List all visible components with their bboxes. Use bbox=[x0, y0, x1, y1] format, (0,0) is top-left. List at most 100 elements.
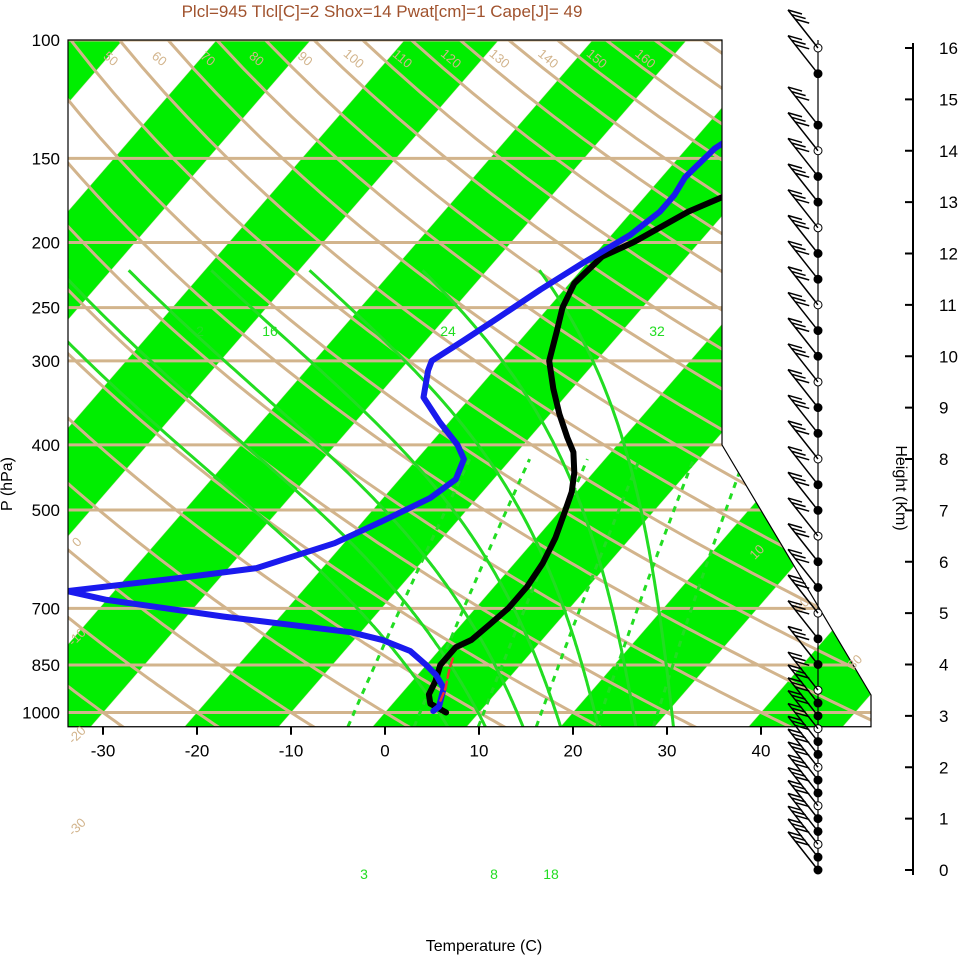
wind-barb-feather bbox=[791, 578, 806, 585]
wind-barb-feather bbox=[791, 810, 806, 816]
wind-barb-feather bbox=[794, 275, 810, 281]
height-tick-label: 0 bbox=[939, 861, 948, 880]
mixing-ratio-label: 24 bbox=[440, 323, 456, 339]
wind-barb bbox=[787, 189, 819, 229]
wind-barb bbox=[787, 497, 819, 537]
p-tick-label: 700 bbox=[32, 599, 60, 618]
wind-barb-feather bbox=[794, 223, 810, 230]
wind-barb-feather bbox=[791, 13, 806, 20]
isotherm-line bbox=[68, 40, 274, 727]
isotherm-line bbox=[642, 40, 871, 727]
x-tick-label: 0 bbox=[380, 742, 389, 761]
dry-adiabat bbox=[296, 40, 871, 727]
wind-barb bbox=[787, 471, 819, 511]
wind-barb bbox=[787, 767, 819, 807]
wind-barb-feather bbox=[791, 720, 806, 726]
mixing-ratio-line bbox=[534, 458, 641, 727]
p-tick-label: 300 bbox=[32, 352, 60, 371]
mixing-ratio-label: 32 bbox=[649, 323, 665, 339]
wind-barb-feather bbox=[787, 523, 803, 529]
wind-barb-feather bbox=[787, 548, 803, 555]
wind-barb-feather bbox=[787, 728, 803, 734]
wind-barb-feather bbox=[787, 368, 803, 375]
wind-barb-feather bbox=[787, 818, 803, 824]
wind-barb-feather bbox=[794, 776, 810, 782]
wind-barb-feather bbox=[787, 394, 803, 401]
wind-barb-feather bbox=[787, 792, 803, 799]
series-parcel-line bbox=[439, 656, 455, 702]
wind-barb-feather bbox=[794, 763, 810, 769]
wind-barb bbox=[787, 664, 819, 704]
wind-barb-feather bbox=[791, 219, 806, 225]
wind-barb-feather bbox=[794, 18, 810, 24]
height-tick-label: 15 bbox=[939, 90, 958, 109]
wind-barb-feather bbox=[794, 737, 810, 744]
x-tick-label: -10 bbox=[279, 742, 304, 761]
height-tick-label: 8 bbox=[939, 450, 948, 469]
dry-adiabat bbox=[68, 40, 819, 727]
x-tick-label: 30 bbox=[658, 742, 677, 761]
wind-barb bbox=[787, 35, 819, 75]
p-tick-label: 150 bbox=[32, 149, 60, 168]
wind-barb-feather bbox=[794, 480, 810, 487]
wind-barb bbox=[787, 86, 819, 126]
x-tick-label: -20 bbox=[185, 742, 210, 761]
series-dewpoint-line bbox=[68, 40, 871, 714]
wind-barb-feather bbox=[787, 266, 803, 272]
dry-adiabat bbox=[159, 40, 871, 727]
wind-barb-feather bbox=[794, 801, 810, 808]
wind-barb bbox=[787, 626, 819, 665]
height-axis-label: Height (Km) bbox=[892, 445, 909, 530]
isotherm-line bbox=[68, 40, 462, 727]
moist-adiabat bbox=[68, 269, 450, 727]
wind-barb-feather bbox=[791, 656, 806, 662]
wind-barb-feather bbox=[794, 609, 810, 615]
wind-barb-feather bbox=[791, 450, 806, 456]
wind-barb bbox=[787, 394, 819, 434]
wind-barb-feather bbox=[791, 553, 806, 559]
wind-barb-feather bbox=[791, 745, 806, 752]
wind-barb-feather bbox=[794, 44, 810, 50]
wind-column bbox=[787, 9, 823, 875]
dry-adiabat bbox=[68, 40, 433, 727]
wind-barb-feather bbox=[791, 90, 806, 97]
wind-barb-feather bbox=[787, 291, 803, 298]
wind-barb bbox=[787, 728, 819, 768]
wind-barb bbox=[787, 112, 819, 152]
isotherm-band bbox=[68, 40, 556, 727]
p-tick-label: 250 bbox=[32, 299, 60, 318]
x-tick-label: 10 bbox=[470, 742, 489, 761]
wind-barb-feather bbox=[794, 634, 810, 641]
wind-barb-feather bbox=[791, 322, 806, 328]
wind-barb-feather bbox=[787, 625, 803, 632]
wind-barb-feather bbox=[787, 471, 803, 478]
wind-barb-feather bbox=[794, 121, 810, 127]
wind-barb-feather bbox=[787, 214, 803, 221]
p-tick-label: 400 bbox=[32, 436, 60, 455]
isotherm-band bbox=[548, 40, 871, 727]
height-tick-label: 3 bbox=[939, 707, 948, 726]
chart-title: Plcl=945 Tlcl[C]=2 Shox=14 Pwat[cm]=1 Ca… bbox=[182, 2, 583, 21]
p-tick-label: 1000 bbox=[22, 704, 60, 723]
wind-barb-feather bbox=[787, 664, 803, 670]
wind-barb-feather bbox=[787, 754, 803, 760]
moist-adiabat bbox=[68, 269, 487, 727]
wind-barb-feather bbox=[791, 270, 806, 277]
mixing-ratio-line bbox=[595, 458, 695, 727]
wind-barb-feather bbox=[787, 445, 803, 452]
wind-barb bbox=[787, 600, 819, 640]
mixing-ratio-label-low: 8 bbox=[490, 866, 498, 882]
isotherm-label: -30 bbox=[65, 815, 89, 839]
dry-adiabat bbox=[205, 40, 871, 727]
dry-adiabat bbox=[68, 40, 336, 727]
wind-barb-feather bbox=[794, 506, 810, 512]
mixing-ratio-line bbox=[412, 458, 531, 727]
wind-barb-feather bbox=[791, 399, 806, 405]
wind-barb-feather bbox=[787, 34, 803, 41]
dry-adiabat bbox=[68, 40, 871, 727]
moist-adiabat bbox=[421, 269, 638, 727]
wind-barb-feather bbox=[791, 424, 806, 431]
wind-barb-feather bbox=[787, 767, 803, 773]
wind-barb-feather bbox=[791, 797, 806, 803]
